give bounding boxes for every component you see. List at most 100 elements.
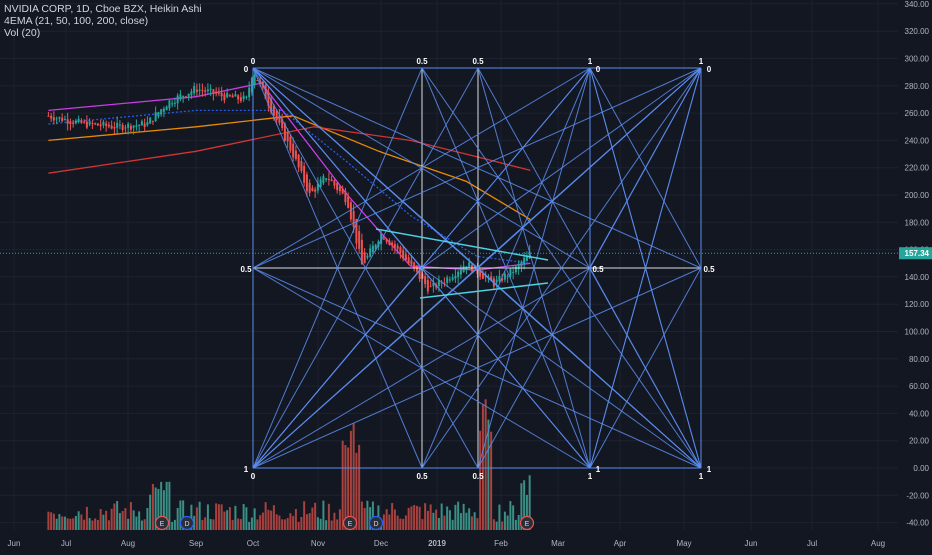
volume-bar: [432, 512, 435, 530]
candle-body: [429, 285, 432, 287]
candle-body: [88, 121, 91, 125]
candle-body: [83, 121, 86, 123]
volume-bar: [146, 507, 149, 530]
time-tick-label: Aug: [121, 539, 135, 548]
symbol-title[interactable]: NVIDIA CORP, 1D, Cboe BZX, Heikin Ashi: [4, 3, 202, 15]
trendlines[interactable]: [375, 228, 549, 299]
candle-body: [231, 95, 234, 98]
candle-body: [248, 87, 251, 98]
candle-body: [374, 244, 377, 250]
candle-body: [520, 262, 523, 267]
volume-bar: [72, 518, 75, 530]
candle-body: [300, 161, 303, 171]
gann-right-label: 1: [596, 465, 601, 474]
gann-top-label: 0.5: [472, 57, 484, 66]
candle-body: [264, 84, 267, 100]
candle-body: [182, 95, 185, 97]
volume-bar: [215, 503, 218, 530]
volume-bar: [83, 519, 86, 530]
volume-bar: [239, 519, 242, 530]
candle-body: [481, 273, 484, 279]
price-axis[interactable]: 340.00 320.00 300.00 280.00 260.00 240.00 220.…: [898, 0, 932, 550]
volume-bar: [259, 515, 262, 530]
volume-bar: [234, 505, 237, 530]
candle-body: [176, 95, 179, 104]
volume-bar: [85, 506, 88, 530]
volume-bar: [212, 519, 215, 530]
volume-bar: [201, 519, 204, 530]
volume-bar: [344, 445, 347, 530]
candle-body: [201, 90, 204, 92]
volume-bar: [77, 511, 80, 530]
candle-body: [418, 268, 421, 279]
candle-body: [446, 277, 449, 283]
candle-body: [162, 108, 165, 112]
candle-body: [184, 96, 187, 98]
time-tick-label: Jul: [807, 539, 817, 548]
candle-body: [267, 91, 270, 106]
volume-title[interactable]: Vol (20): [4, 27, 41, 39]
candle-body: [391, 242, 394, 246]
volume-bar: [402, 518, 405, 530]
candle-body: [501, 278, 504, 281]
candle-body: [146, 122, 149, 126]
volume-bar: [182, 500, 185, 530]
indicator-title[interactable]: 4EMA (21, 50, 100, 200, close): [4, 15, 149, 27]
candle-body: [242, 95, 245, 100]
volume-bar: [443, 515, 446, 530]
volume-bar: [140, 520, 143, 530]
candle-body: [363, 252, 366, 264]
volume-bar: [261, 512, 264, 530]
volume-bar: [429, 504, 432, 530]
candle-body: [292, 143, 295, 158]
volume-bar: [308, 513, 311, 530]
volume-bar: [256, 519, 259, 530]
gann-ray: [477, 67, 591, 469]
gann-bottom-label: 0.5: [472, 472, 484, 481]
chart-legend[interactable]: NVIDIA CORP, 1D, Cboe BZX, Heikin Ashi 4…: [4, 3, 202, 39]
volume-bar: [481, 404, 484, 530]
candle-body: [72, 122, 75, 124]
candle-body: [173, 102, 176, 104]
gann-left-label: 0.5: [240, 265, 252, 274]
volume-bar: [300, 516, 303, 530]
event-marker: [519, 515, 535, 531]
price-tick-label: 0.00: [913, 464, 929, 473]
candle-body: [124, 127, 127, 129]
volume-bar: [91, 520, 94, 530]
volume-bar: [173, 519, 176, 530]
gann-right-label: 0: [707, 65, 712, 74]
candle-body: [410, 260, 413, 265]
candle-body: [344, 191, 347, 203]
time-axis[interactable]: Jun Jul Aug Sep Oct Nov Dec 2019 Feb Mar Apr May Jun…: [0, 535, 898, 550]
volume-bar: [457, 501, 460, 530]
volume-bar: [94, 518, 97, 530]
time-tick-label: Dec: [374, 539, 388, 548]
price-tick-label: -40.00: [906, 519, 929, 528]
candle-body: [517, 263, 520, 270]
candle-body: [212, 89, 215, 94]
price-tick-label: 20.00: [909, 437, 930, 446]
volume-bar: [171, 521, 174, 530]
volume-bar: [217, 504, 220, 530]
price-axis-bg: [898, 0, 932, 550]
volume-bar: [410, 506, 413, 530]
volume-bar: [382, 514, 385, 530]
candle-body: [140, 121, 143, 126]
candle-body: [380, 233, 383, 245]
event-marker-label: E: [525, 521, 530, 528]
candle-body: [509, 268, 512, 277]
gann-ray: [421, 267, 702, 469]
volume-bar: [58, 514, 61, 530]
candle-body: [294, 150, 297, 159]
time-tick-label: Mar: [551, 539, 565, 548]
ema-line-3: [48, 115, 531, 221]
candle-body: [102, 121, 105, 126]
candle-body: [432, 282, 435, 287]
candle-body: [110, 125, 113, 129]
volume-bar: [322, 500, 325, 530]
